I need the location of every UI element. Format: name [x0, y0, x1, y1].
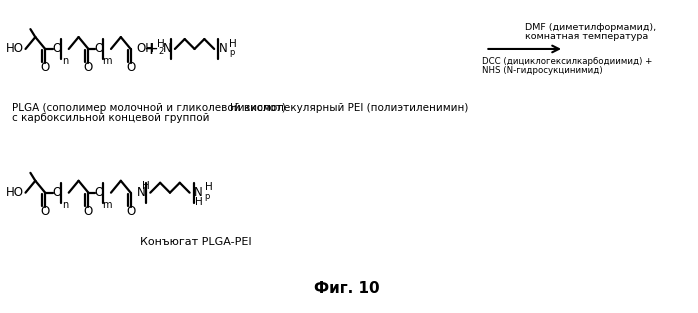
Text: O: O: [94, 186, 104, 199]
Text: H: H: [142, 181, 150, 191]
Text: O: O: [126, 205, 135, 218]
Text: Низкомолекулярный PEI (полиэтиленимин): Низкомолекулярный PEI (полиэтиленимин): [230, 103, 468, 113]
Text: p: p: [229, 49, 235, 57]
Text: HO: HO: [6, 43, 24, 55]
Text: O: O: [126, 61, 135, 74]
Text: NHS (N-гидросукцинимид): NHS (N-гидросукцинимид): [482, 66, 603, 75]
Text: O: O: [52, 43, 61, 55]
Text: DMF (диметилформамид),: DMF (диметилформамид),: [525, 23, 656, 32]
Text: p: p: [205, 192, 209, 201]
Text: N: N: [137, 186, 145, 199]
Text: Конъюгат PLGA-PEI: Конъюгат PLGA-PEI: [140, 237, 251, 247]
Text: PLGA (сополимер молочной и гликолевой кислот): PLGA (сополимер молочной и гликолевой ки…: [12, 103, 285, 113]
Text: O: O: [94, 43, 104, 55]
Text: N: N: [194, 186, 203, 199]
Text: n: n: [61, 56, 68, 66]
Text: O: O: [40, 205, 50, 218]
Text: 2: 2: [158, 48, 164, 56]
Text: O: O: [84, 205, 93, 218]
Text: m: m: [103, 56, 112, 66]
Text: HO: HO: [6, 186, 24, 199]
Text: O: O: [52, 186, 61, 199]
Text: H: H: [157, 39, 165, 49]
Text: n: n: [61, 200, 68, 210]
Text: OH: OH: [137, 43, 154, 55]
Text: H: H: [229, 39, 237, 49]
Text: O: O: [40, 61, 50, 74]
Text: комнатная температура: комнатная температура: [525, 32, 648, 41]
Text: H: H: [195, 197, 202, 207]
Text: H: H: [205, 182, 213, 192]
Text: с карбоксильной концевой группой: с карбоксильной концевой группой: [12, 113, 209, 123]
Text: O: O: [84, 61, 93, 74]
Text: N: N: [163, 43, 172, 55]
Text: +: +: [143, 40, 158, 58]
Text: N: N: [218, 43, 228, 55]
Text: Фиг. 10: Фиг. 10: [314, 281, 380, 296]
Text: DCC (дициклогексилкарбодиимид) +: DCC (дициклогексилкарбодиимид) +: [482, 57, 653, 66]
Text: m: m: [103, 200, 112, 210]
